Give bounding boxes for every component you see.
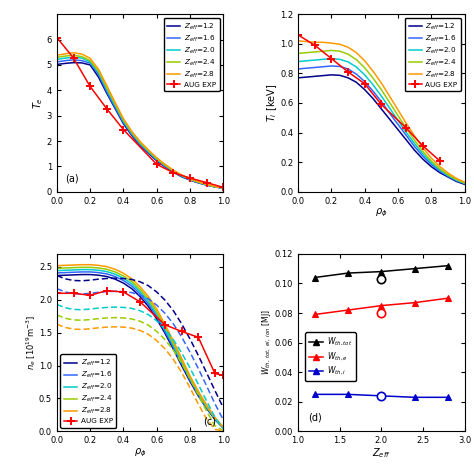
Y-axis label: $T_e$: $T_e$ [31, 97, 45, 109]
X-axis label: $\rho_\phi$: $\rho_\phi$ [134, 447, 146, 459]
Text: (d): (d) [308, 413, 322, 423]
Legend: $W_{th,tot}$, $W_{th,e}$, $W_{th,i}$: $W_{th,tot}$, $W_{th,e}$, $W_{th,i}$ [305, 332, 356, 381]
Text: (c): (c) [203, 416, 216, 426]
Y-axis label: $n_e$ [$10^{19}$m$^{-3}$]: $n_e$ [$10^{19}$m$^{-3}$] [24, 315, 37, 370]
Y-axis label: $T_i$ [keV]: $T_i$ [keV] [265, 84, 279, 122]
X-axis label: $\rho_\phi$: $\rho_\phi$ [375, 207, 388, 219]
Legend: $Z_{eff}$=1.2, $Z_{eff}$=1.6, $Z_{eff}$=2.0, $Z_{eff}$=2.4, $Z_{eff}$=2.8, AUG E: $Z_{eff}$=1.2, $Z_{eff}$=1.6, $Z_{eff}$=… [61, 355, 117, 428]
Y-axis label: $W_{th,\ tot,\ el,\ ion}$ [MJ]: $W_{th,\ tot,\ el,\ ion}$ [MJ] [261, 310, 273, 375]
Legend: $Z_{eff}$=1.2, $Z_{eff}$=1.6, $Z_{eff}$=2.0, $Z_{eff}$=2.4, $Z_{eff}$=2.8, AUG E: $Z_{eff}$=1.2, $Z_{eff}$=1.6, $Z_{eff}$=… [405, 18, 461, 91]
Legend: $Z_{eff}$=1.2, $Z_{eff}$=1.6, $Z_{eff}$=2.0, $Z_{eff}$=2.4, $Z_{eff}$=2.8, AUG E: $Z_{eff}$=1.2, $Z_{eff}$=1.6, $Z_{eff}$=… [164, 18, 219, 91]
Text: (a): (a) [65, 173, 79, 183]
X-axis label: $Z_{eff}$: $Z_{eff}$ [372, 447, 391, 460]
